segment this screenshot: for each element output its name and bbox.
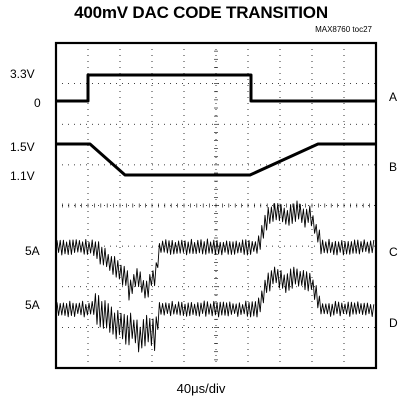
trace-d xyxy=(56,266,375,353)
left-label-0: 0 xyxy=(34,96,41,110)
trace-a xyxy=(57,73,375,103)
channel-label-b: B xyxy=(389,160,397,174)
channel-label-d: D xyxy=(389,316,398,330)
channel-label-c: C xyxy=(389,245,398,259)
x-axis-label: 40μs/div xyxy=(176,381,226,396)
traces xyxy=(56,73,375,353)
left-label-3v3: 3.3V xyxy=(10,67,35,81)
trace-b xyxy=(57,142,375,177)
left-label-5a-c: 5A xyxy=(25,244,40,258)
left-label-1v5: 1.5V xyxy=(10,140,35,154)
chart-title: 400mV DAC CODE TRANSITION xyxy=(74,3,328,22)
chart-subtitle: MAX8760 toc27 xyxy=(315,25,372,34)
left-label-5a-d: 5A xyxy=(25,298,40,312)
left-label-1v1: 1.1V xyxy=(10,169,35,183)
trace-c xyxy=(56,200,375,301)
channel-label-a: A xyxy=(389,90,397,104)
